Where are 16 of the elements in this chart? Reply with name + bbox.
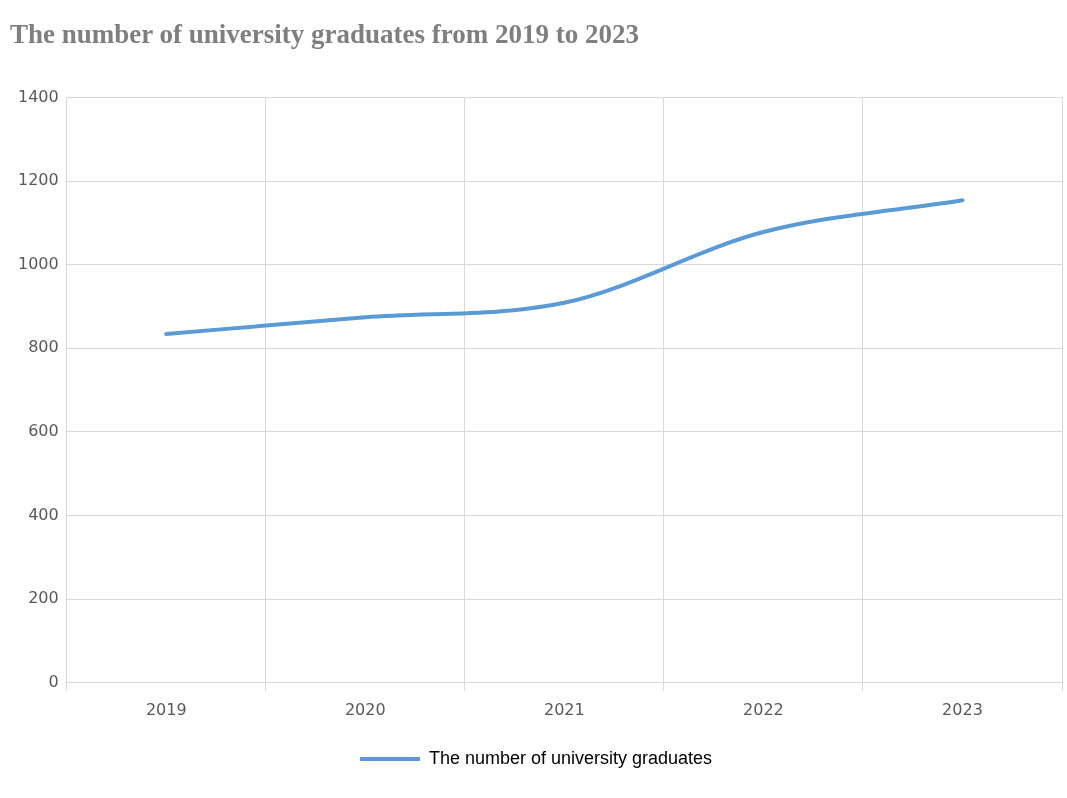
y-tick-label: 600 [28,421,59,441]
x-tick-label: 2021 [544,699,585,719]
y-tick-label: 0 [48,671,59,691]
x-tick-label: 2020 [344,699,386,719]
x-tick-label: 2019 [145,699,187,719]
y-tick-label: 800 [28,337,59,357]
x-tick-label: 2023 [942,699,983,719]
y-tick-label: 200 [28,588,59,608]
chart-title: The number of university graduates from 2019 to 2023 [10,19,639,50]
y-tick-label: 1000 [18,253,59,273]
x-tick-label: 2022 [743,699,784,719]
y-tick-label: 1200 [18,170,59,190]
y-tick-label: 400 [28,504,59,524]
legend-label: The number of university graduates [428,747,713,768]
y-tick-label: 1400 [18,86,59,106]
line-series [164,198,965,337]
